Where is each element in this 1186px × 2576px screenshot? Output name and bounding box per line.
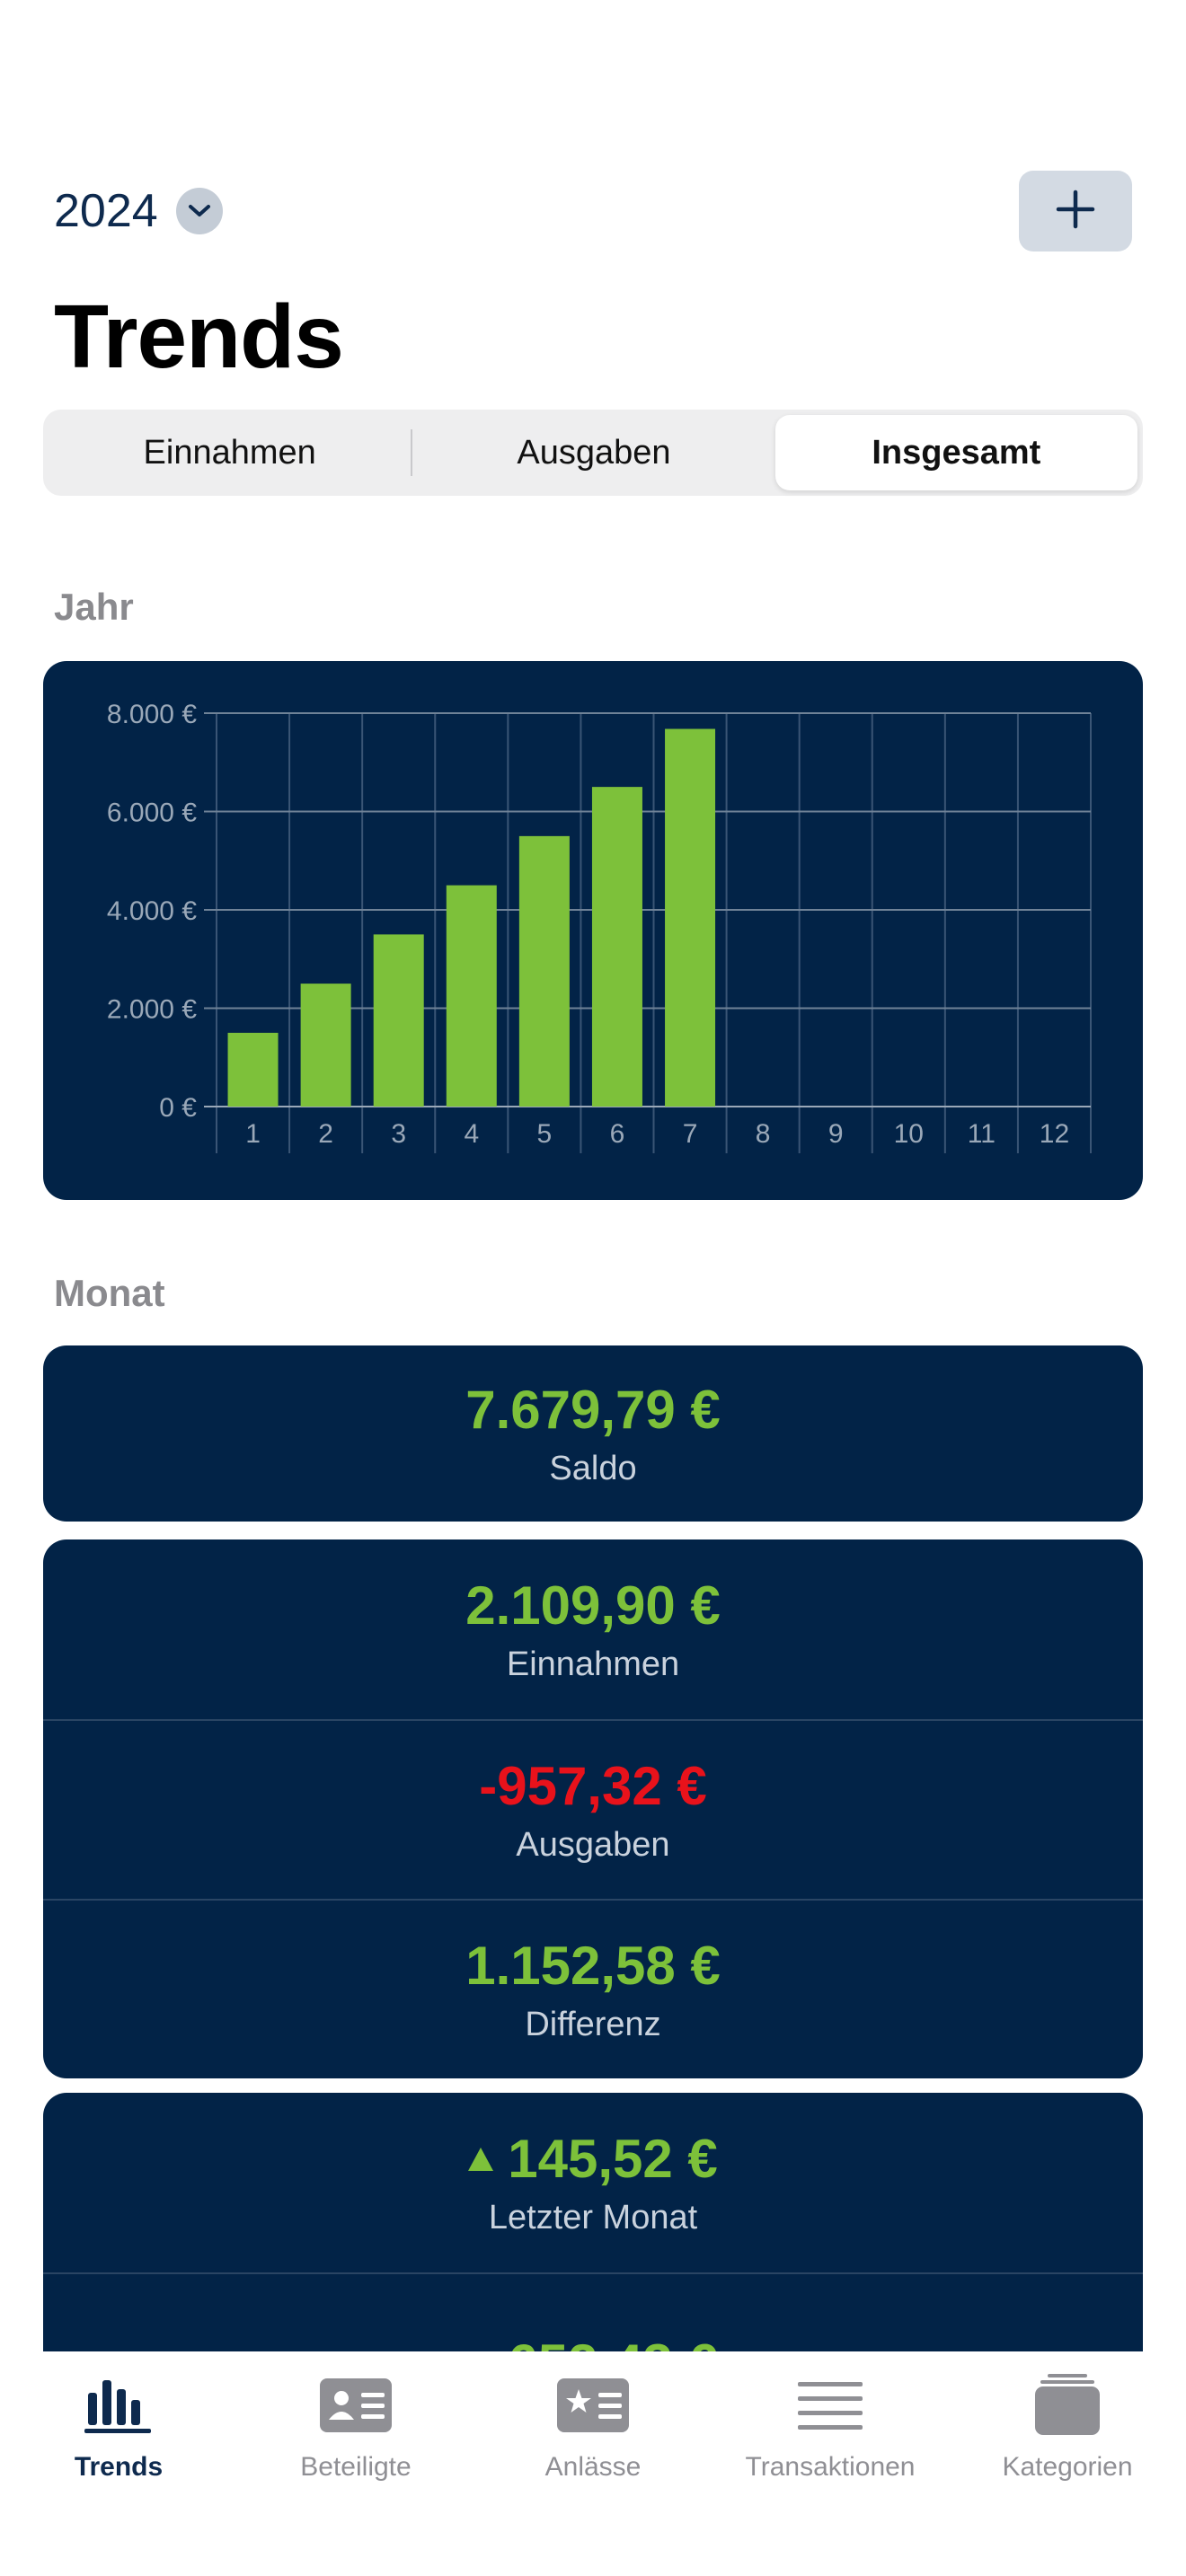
letzter-monat-label: Letzter Monat bbox=[488, 2199, 698, 2236]
tab-anlaesse[interactable]: Anlässe bbox=[474, 2351, 712, 2576]
plus-icon bbox=[1056, 190, 1095, 234]
tab-label: Beteiligte bbox=[300, 2452, 412, 2482]
x-tick-label: 3 bbox=[391, 1119, 406, 1149]
x-tick-label: 7 bbox=[683, 1119, 698, 1149]
x-tick-label: 11 bbox=[968, 1119, 996, 1149]
star-list-icon bbox=[553, 2371, 633, 2439]
differenz-label: Differenz bbox=[525, 2006, 661, 2043]
bar-chart: 0 €2.000 €4.000 €6.000 €8.000 €1 2 3 4 5 6 7 8 9… bbox=[107, 700, 1092, 1153]
chevron-down-icon bbox=[175, 188, 223, 234]
tray-stack-icon bbox=[1027, 2371, 1108, 2439]
y-tick-label: 0 € bbox=[159, 1093, 197, 1123]
segment-einnahmen[interactable]: Einnahmen bbox=[143, 433, 316, 472]
letzter-monat-value: 145,52 € bbox=[508, 2129, 718, 2189]
einnahmen-label: Einnahmen bbox=[506, 1645, 680, 1683]
ausgaben-row[interactable]: -957,32 € Ausgaben bbox=[43, 1719, 1143, 1899]
y-tick-label: 8.000 € bbox=[107, 700, 197, 729]
tab-transaktionen[interactable]: Transaktionen bbox=[712, 2351, 949, 2576]
tab-label: Anlässe bbox=[544, 2452, 642, 2482]
saldo-row[interactable]: 7.679,79 € Saldo bbox=[43, 1345, 1143, 1522]
x-tick-label: 12 bbox=[1040, 1119, 1069, 1149]
tab-label: Trends bbox=[74, 2452, 164, 2482]
list-lines-icon bbox=[790, 2371, 871, 2439]
bar-4 bbox=[446, 885, 497, 1107]
bar-7 bbox=[665, 728, 716, 1107]
saldo-card: 7.679,79 € Saldo bbox=[43, 1345, 1143, 1522]
x-tick-label: 8 bbox=[756, 1119, 771, 1149]
ausgaben-value: -957,32 € bbox=[479, 1756, 707, 1816]
bar-3 bbox=[373, 934, 424, 1107]
einnahmen-value: 2.109,90 € bbox=[465, 1575, 721, 1636]
segment-ausgaben[interactable]: Ausgaben bbox=[517, 433, 671, 472]
y-tick-label: 6.000 € bbox=[107, 798, 197, 828]
add-button[interactable] bbox=[1019, 171, 1132, 251]
letzter-monat-row[interactable]: 145,52 € Letzter Monat bbox=[43, 2093, 1143, 2272]
bar-6 bbox=[591, 787, 642, 1107]
section-label-jahr: Jahr bbox=[54, 586, 134, 628]
x-tick-label: 9 bbox=[828, 1119, 844, 1149]
letzter-monat-value-wrap: 145,52 € bbox=[468, 2128, 718, 2190]
x-tick-label: 10 bbox=[894, 1119, 924, 1149]
tab-trends[interactable]: Trends bbox=[0, 2351, 237, 2576]
differenz-row[interactable]: 1.152,58 € Differenz bbox=[43, 1899, 1143, 2078]
bar-1 bbox=[227, 1032, 279, 1107]
arrow-up-icon bbox=[468, 2147, 494, 2171]
x-tick-label: 2 bbox=[318, 1119, 333, 1149]
year-picker[interactable]: 2024 bbox=[54, 184, 223, 238]
x-tick-label: 6 bbox=[610, 1119, 625, 1149]
tab-kategorien[interactable]: Kategorien bbox=[949, 2351, 1186, 2576]
year-chart: 0 €2.000 €4.000 €6.000 €8.000 €1 2 3 4 5 6 7 8 9… bbox=[43, 661, 1143, 1200]
segment-insgesamt[interactable]: Insgesamt bbox=[774, 415, 1137, 490]
x-tick-label: 4 bbox=[464, 1119, 479, 1149]
summary-card: 2.109,90 € Einnahmen -957,32 € Ausgaben … bbox=[43, 1539, 1143, 2078]
bar-chart-icon bbox=[78, 2371, 159, 2439]
x-tick-label: 1 bbox=[245, 1119, 261, 1149]
page-title: Trends bbox=[54, 287, 344, 387]
bar-2 bbox=[300, 984, 351, 1107]
differenz-value: 1.152,58 € bbox=[465, 1936, 721, 1996]
tab-label: Kategorien bbox=[1002, 2452, 1133, 2482]
y-tick-label: 2.000 € bbox=[107, 995, 197, 1025]
tab-bar: Trends Beteiligte Anlässe bbox=[0, 2351, 1186, 2576]
saldo-value: 7.679,79 € bbox=[465, 1380, 721, 1440]
section-label-monat: Monat bbox=[54, 1272, 165, 1314]
y-tick-label: 4.000 € bbox=[107, 896, 197, 926]
tab-beteiligte[interactable]: Beteiligte bbox=[237, 2351, 474, 2576]
einnahmen-row[interactable]: 2.109,90 € Einnahmen bbox=[43, 1539, 1143, 1719]
ausgaben-label: Ausgaben bbox=[516, 1826, 670, 1864]
x-tick-label: 5 bbox=[537, 1119, 553, 1149]
bar-5 bbox=[518, 835, 570, 1107]
contact-card-icon bbox=[315, 2371, 396, 2439]
year-value: 2024 bbox=[54, 185, 158, 237]
segmented-control: Einnahmen Ausgaben Insgesamt bbox=[43, 410, 1143, 496]
saldo-label: Saldo bbox=[549, 1450, 637, 1487]
segment-divider bbox=[411, 429, 413, 476]
tab-label: Transaktionen bbox=[745, 2452, 916, 2482]
